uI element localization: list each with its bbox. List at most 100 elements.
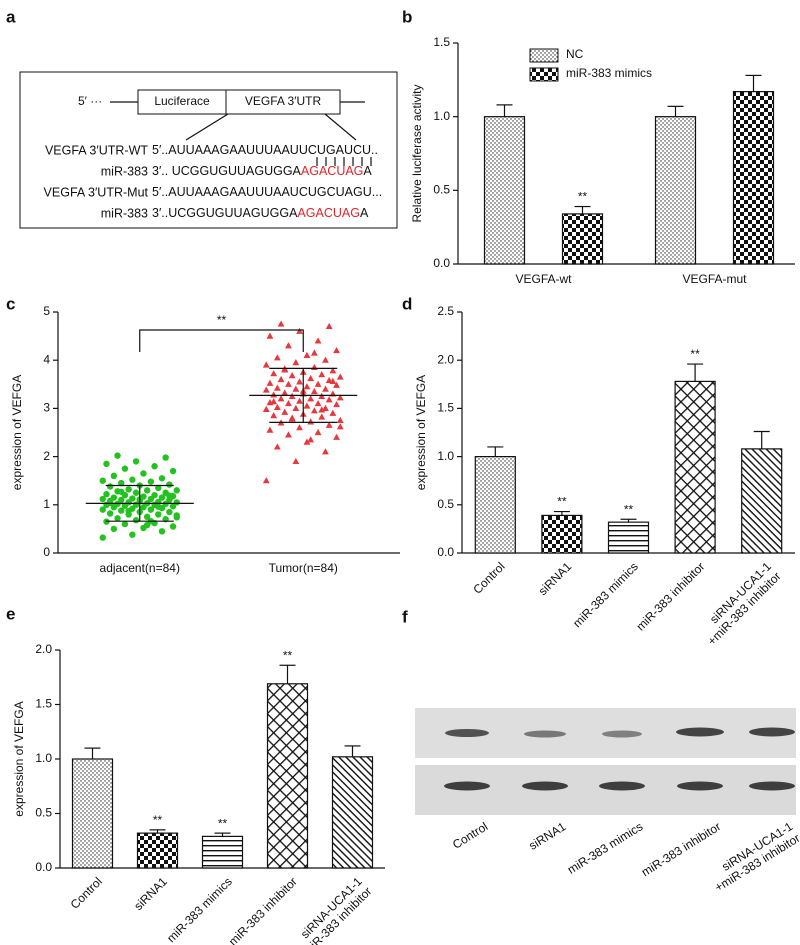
point: [314, 337, 322, 344]
point: [303, 438, 311, 445]
point: [277, 395, 285, 402]
point: [296, 378, 303, 385]
point: [277, 320, 285, 327]
point: [318, 413, 326, 420]
y-tick-label: 5: [43, 304, 50, 318]
point: [285, 380, 292, 387]
point: [314, 380, 322, 387]
y-tick-label: 2.5: [437, 304, 454, 318]
point: [106, 483, 114, 490]
x-tick-label: VEGFA-wt: [515, 272, 572, 286]
point: [114, 515, 121, 522]
point: [322, 385, 329, 392]
sequence: 3′..UCGGUGUUAGUGGAAGACUAGA: [152, 206, 369, 220]
point: [103, 490, 110, 498]
row-label: miR-383: [101, 164, 148, 178]
point: [333, 381, 340, 388]
significance: **: [557, 495, 567, 509]
bar: [674, 380, 716, 554]
sequence-part: 5′..AUUAAAGAAUUUAAUUCUGAUCU..: [152, 143, 378, 157]
bar: [541, 514, 583, 554]
point: [273, 443, 281, 450]
point: [303, 351, 311, 358]
point: [307, 395, 315, 402]
sequence-part: 3′.. UCGGUGUUAGUGGA: [152, 164, 302, 178]
point: [114, 452, 121, 459]
panel-letter: a: [6, 7, 16, 26]
sequence-part: 5′..AUUAAAGAAUUUAAUCUGCUAGU...: [152, 185, 382, 199]
point: [270, 398, 278, 405]
significance: **: [153, 813, 163, 827]
x-tick-label: miR-383 inhibitor: [633, 559, 707, 633]
point: [121, 465, 129, 472]
point: [158, 528, 166, 535]
bar: [741, 448, 783, 554]
point: [273, 403, 281, 411]
x-tick-label: siRNA1: [131, 874, 170, 913]
sequence-part: A: [363, 164, 372, 178]
point: [310, 407, 318, 414]
point: [292, 385, 300, 392]
significance: **: [578, 190, 588, 204]
point: [143, 513, 151, 521]
lane-label: Control: [450, 819, 490, 851]
point: [266, 332, 274, 339]
point: [118, 479, 125, 487]
bar: [266, 683, 309, 869]
significance: **: [283, 648, 293, 662]
bar: [474, 456, 516, 554]
point: [169, 467, 177, 475]
point: [125, 486, 132, 493]
legend-label: NC: [566, 47, 584, 61]
point: [325, 396, 333, 403]
box-label: Luciferace: [154, 94, 210, 108]
zoom-line: [324, 113, 357, 141]
point: [333, 433, 340, 440]
bar: [561, 213, 604, 265]
point: [336, 416, 344, 424]
point: [155, 511, 162, 518]
y-tick-label: 2.0: [35, 642, 52, 656]
point: [106, 510, 114, 517]
point: [322, 356, 329, 363]
y-tick-label: 1.5: [437, 401, 454, 415]
point: [296, 424, 303, 431]
point: [103, 460, 110, 468]
pairing: [316, 157, 372, 166]
point: [303, 383, 311, 390]
bar: [71, 758, 114, 869]
row-label: VEGFA 3′UTR-Mut: [44, 185, 149, 199]
x-tick-label: miR-383 mimics: [164, 874, 235, 945]
blot-strip: [415, 765, 796, 815]
point: [329, 377, 337, 385]
band: [524, 730, 566, 738]
band: [522, 781, 568, 791]
point: [173, 499, 180, 506]
point: [310, 387, 318, 395]
point: [336, 423, 344, 430]
y-tick-label: 0.5: [35, 806, 52, 820]
point: [151, 463, 158, 470]
point: [270, 391, 278, 398]
band: [677, 781, 723, 791]
legend-swatch: [529, 48, 559, 63]
point: [118, 496, 125, 504]
point: [310, 349, 318, 356]
point: [99, 477, 106, 484]
y-tick-label: 2: [43, 449, 50, 463]
point: [166, 492, 173, 499]
sequence-part: 3′..UCGGUGUUAGUGGA: [152, 206, 298, 220]
point: [318, 371, 326, 378]
point: [266, 426, 274, 433]
point: [140, 470, 147, 477]
legend-swatch: [529, 67, 559, 82]
panel-letter: e: [6, 604, 15, 623]
bar: [136, 832, 179, 869]
point: [266, 379, 274, 386]
band: [749, 727, 795, 737]
significance: **: [690, 347, 700, 361]
point: [158, 494, 166, 501]
y-axis-label: expression of VEFGA: [12, 701, 26, 816]
y-tick-label: 1.0: [433, 109, 450, 123]
